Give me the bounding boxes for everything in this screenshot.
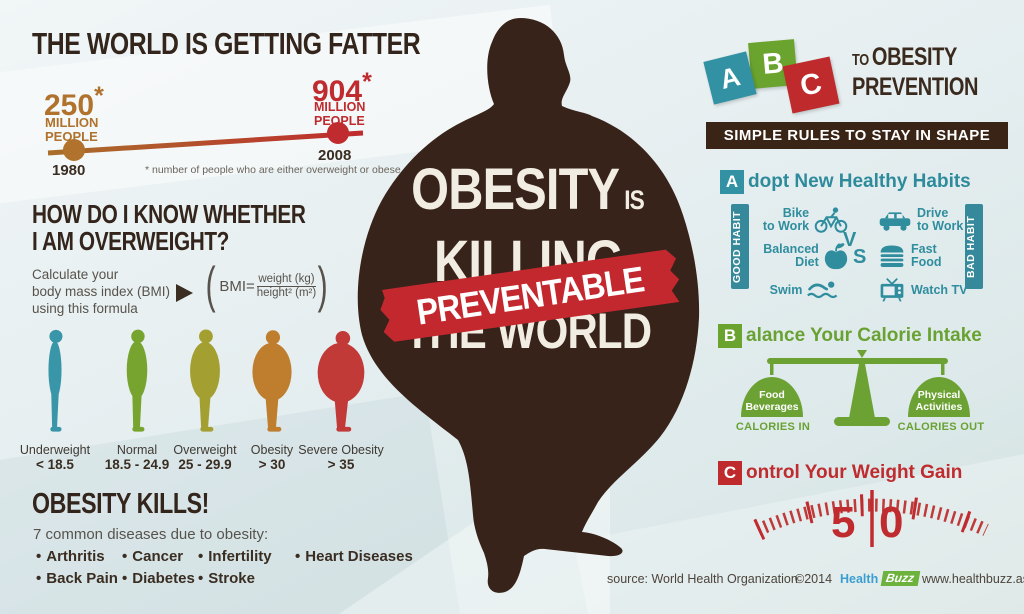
abc-block-c: C bbox=[782, 56, 840, 114]
disease-item: Diabetes bbox=[122, 570, 195, 587]
section-c-title: C ontrol Your Weight Gain bbox=[718, 461, 962, 485]
unit-250: MILLION PEOPLE bbox=[45, 115, 99, 144]
bmi-fraction: weight (kg) height² (m²) bbox=[256, 273, 317, 299]
calories-out-dome-label: Physical Activities bbox=[915, 389, 963, 413]
habit-label: Swim bbox=[769, 282, 803, 297]
source-credit: source: World Health Organization bbox=[607, 572, 798, 586]
bmi-figure-obesity: Obesity > 30 bbox=[227, 328, 317, 472]
year-1980-label: 1980 bbox=[52, 162, 86, 179]
bmi-category-figures: Underweight < 18.5 Normal 18.5 - 24.9 Ov… bbox=[20, 328, 408, 488]
section-title-world-fatter: THE WORLD IS GETTING FATTER bbox=[32, 26, 421, 61]
value-904-million: 904* bbox=[312, 68, 372, 108]
bmi-formula: ( BMI= weight (kg) height² (m²) ) bbox=[204, 258, 330, 313]
habit-bike-to-work: Bike to Work bbox=[742, 203, 870, 237]
section-title-obesity-kills: OBESITY KILLS! bbox=[32, 488, 210, 520]
chart-line bbox=[47, 130, 364, 156]
habit-swim: Swim bbox=[742, 273, 870, 307]
habit-label: Drive to Work bbox=[917, 206, 964, 233]
bmi-figure-normal: Normal 18.5 - 24.9 bbox=[92, 328, 182, 472]
left-paren: ( bbox=[205, 258, 216, 314]
section-a-title: A dopt New Healthy Habits bbox=[720, 170, 971, 194]
normal-silhouette-icon bbox=[126, 329, 148, 432]
disease-item: Heart Diseases bbox=[295, 548, 413, 565]
disease-item: Back Pain bbox=[36, 570, 118, 587]
habit-label: Balanced Diet bbox=[763, 242, 819, 269]
brand-health: Health bbox=[840, 572, 879, 586]
headline-is: IS bbox=[624, 185, 646, 215]
habit-drive-to-work: Drive to Work bbox=[878, 203, 978, 237]
disease-item: Infertility bbox=[198, 548, 271, 565]
disease-item: Cancer bbox=[122, 548, 183, 565]
swimmer-icon bbox=[806, 279, 842, 301]
bmi-figure-overweight: Overweight 25 - 29.9 bbox=[160, 328, 250, 472]
center-headline-line1: OBESITY IS bbox=[363, 156, 693, 223]
habit-label: Watch TV bbox=[911, 282, 968, 297]
banner-simple-rules: SIMPLE RULES TO STAY IN SHAPE bbox=[706, 122, 1008, 149]
footer: source: World Health Organization ©2014 … bbox=[0, 570, 1024, 594]
disease-item: Arthritis bbox=[36, 548, 104, 565]
dial-number-0: 0 bbox=[879, 498, 904, 547]
weight-scale-dial bbox=[753, 490, 991, 547]
chart-point-1980 bbox=[63, 139, 85, 161]
arrow-icon bbox=[176, 284, 193, 302]
habit-label: Fast Food bbox=[911, 242, 942, 269]
chart-footnote: * number of people who are either overwe… bbox=[145, 164, 401, 176]
balance-scale-graphic bbox=[741, 350, 970, 426]
tv-icon bbox=[878, 277, 906, 303]
habit-fast-food: Fast Food bbox=[878, 239, 978, 273]
chart-point-2008 bbox=[327, 122, 349, 144]
section-b-title: B alance Your Calorie Intake bbox=[718, 324, 982, 348]
obesity-silhouette-icon bbox=[252, 330, 292, 432]
bmi-figure-underweight: Underweight < 18.5 bbox=[10, 328, 100, 472]
kills-subtitle: 7 common diseases due to obesity: bbox=[33, 526, 269, 543]
section-title-bmi: HOW DO I KNOW WHETHER I AM OVERWEIGHT? bbox=[32, 199, 306, 256]
bike-icon bbox=[813, 206, 849, 234]
year-2008-label: 2008 bbox=[318, 147, 352, 164]
apple-icon bbox=[823, 242, 849, 270]
website-url[interactable]: www.healthbuzz.asia bbox=[922, 572, 1024, 586]
habit-watch-tv: Watch TV bbox=[878, 273, 978, 307]
bmi-figure-severe-obesity: Severe Obesity > 35 bbox=[296, 328, 386, 472]
severe-obesity-silhouette-icon bbox=[317, 330, 365, 432]
copyright: ©2014 bbox=[795, 572, 833, 586]
brand-buzz-badge: Buzz bbox=[880, 571, 921, 586]
calories-in-caption: CALORIES IN bbox=[735, 421, 811, 433]
car-icon bbox=[878, 207, 912, 233]
calories-in-dome-label: Food Beverages bbox=[745, 389, 799, 413]
letter-b-box: B bbox=[718, 324, 742, 348]
value-250-million: 250* bbox=[44, 82, 104, 122]
bmi-equals: BMI= bbox=[219, 278, 255, 295]
unit-904: MILLION PEOPLE bbox=[314, 100, 366, 128]
bmi-instruction: Calculate your body mass index (BMI) usi… bbox=[32, 267, 171, 316]
overweight-silhouette-icon bbox=[190, 329, 220, 432]
right-paren: ) bbox=[317, 258, 328, 314]
dial-number-5: 5 bbox=[831, 498, 856, 547]
headline-obesity: OBESITY bbox=[411, 157, 621, 222]
abc-title: TO OBESITY PREVENTION bbox=[852, 43, 979, 101]
fatter-line-chart bbox=[47, 122, 364, 161]
disease-item: Stroke bbox=[198, 570, 255, 587]
underweight-silhouette-icon bbox=[48, 329, 63, 432]
habit-label: Bike to Work bbox=[762, 206, 810, 233]
habit-balanced-diet: Balanced Diet bbox=[742, 239, 870, 273]
calories-out-caption: CALORIES OUT bbox=[897, 421, 985, 433]
burger-icon bbox=[878, 243, 906, 269]
letter-c-box: C bbox=[718, 461, 742, 485]
letter-a-box: A bbox=[720, 170, 744, 194]
